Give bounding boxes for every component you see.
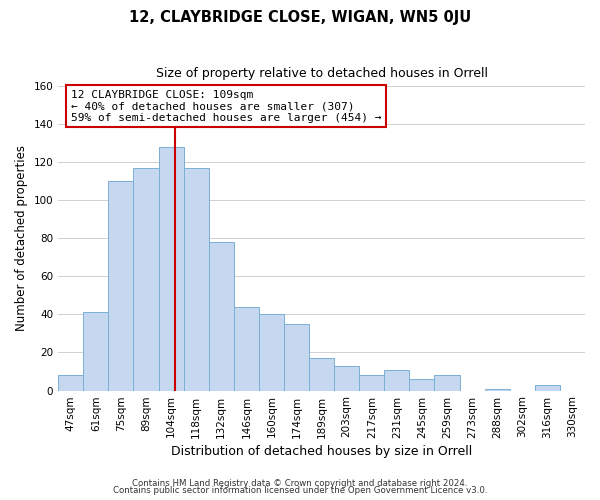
Text: 12 CLAYBRIDGE CLOSE: 109sqm
← 40% of detached houses are smaller (307)
59% of se: 12 CLAYBRIDGE CLOSE: 109sqm ← 40% of det… [71, 90, 381, 123]
Text: Contains public sector information licensed under the Open Government Licence v3: Contains public sector information licen… [113, 486, 487, 495]
Bar [133, 168, 158, 390]
Y-axis label: Number of detached properties: Number of detached properties [15, 145, 28, 331]
Bar [83, 312, 109, 390]
Text: Contains HM Land Registry data © Crown copyright and database right 2024.: Contains HM Land Registry data © Crown c… [132, 478, 468, 488]
Bar [434, 376, 460, 390]
Bar [109, 181, 133, 390]
Title: Size of property relative to detached houses in Orrell: Size of property relative to detached ho… [155, 68, 488, 80]
Bar [385, 370, 409, 390]
Bar [359, 376, 385, 390]
Bar [309, 358, 334, 390]
X-axis label: Distribution of detached houses by size in Orrell: Distribution of detached houses by size … [171, 444, 472, 458]
Bar [158, 147, 184, 390]
Bar [58, 376, 83, 390]
Bar [284, 324, 309, 390]
Bar [209, 242, 234, 390]
Text: 12, CLAYBRIDGE CLOSE, WIGAN, WN5 0JU: 12, CLAYBRIDGE CLOSE, WIGAN, WN5 0JU [129, 10, 471, 25]
Bar [184, 168, 209, 390]
Bar [409, 379, 434, 390]
Bar [259, 314, 284, 390]
Bar [485, 388, 510, 390]
Bar [234, 307, 259, 390]
Bar [334, 366, 359, 390]
Bar [535, 385, 560, 390]
